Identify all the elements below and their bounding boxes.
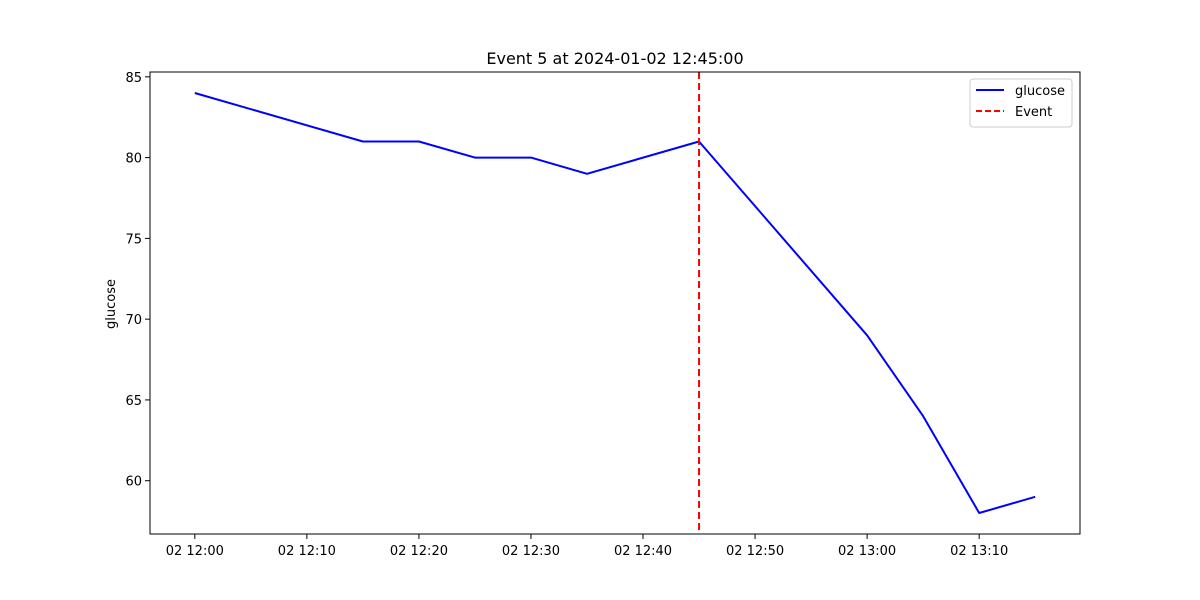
y-tick-label: 80 [125,152,142,167]
x-tick-label: 02 12:50 [726,544,784,559]
x-tick-label: 02 12:10 [278,544,336,559]
x-tick-label: 02 12:00 [166,544,224,559]
series-line-glucose [194,92,1036,514]
x-tick-label: 02 12:40 [614,544,672,559]
legend-label-event: Event [1015,105,1052,120]
x-tick-label: 02 13:10 [950,544,1008,559]
legend: glucose Event [969,78,1073,128]
ticks-layer: 02 12:00 02 12:10 02 12:20 02 12:30 02 12:40… [125,71,1008,559]
x-tick-label: 02 12:20 [390,544,448,559]
y-tick-label: 60 [125,475,142,490]
y-tick-label: 65 [125,394,142,409]
y-tick-label: 70 [125,313,142,328]
plot-frame [149,71,1081,535]
x-tick-label: 02 12:30 [502,544,560,559]
plot-layer [194,72,1036,534]
chart-title: Event 5 at 2024-01-02 12:45:00 [486,49,743,68]
y-tick-label: 75 [125,232,142,247]
x-tick-label: 02 13:00 [838,544,896,559]
y-axis-label: glucose [104,279,119,329]
legend-label-glucose: glucose [1015,84,1065,99]
y-tick-label: 85 [125,71,142,86]
